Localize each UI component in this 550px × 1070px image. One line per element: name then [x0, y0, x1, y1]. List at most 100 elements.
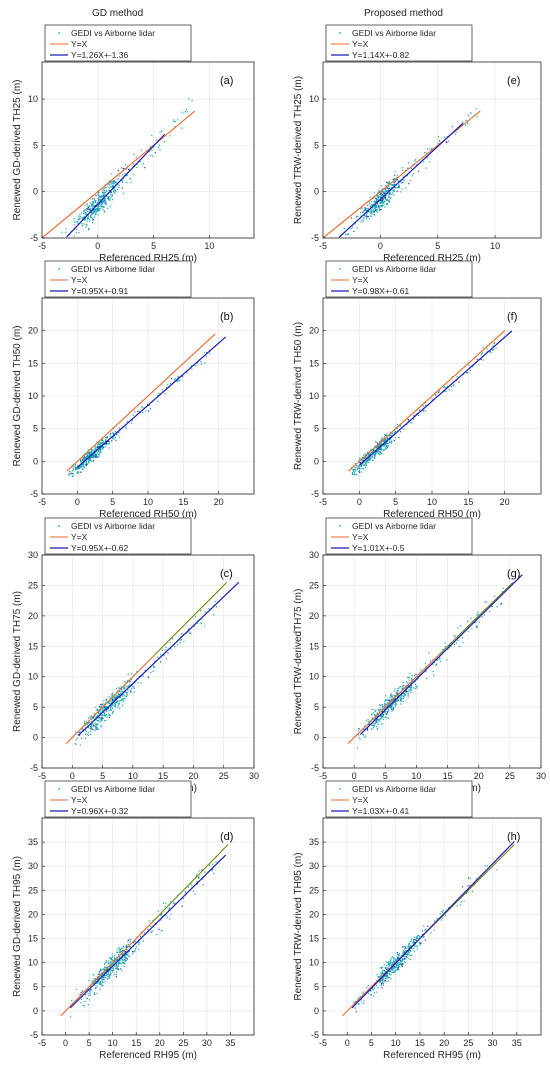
data-point — [118, 184, 120, 186]
data-point — [403, 694, 405, 696]
data-point — [426, 157, 428, 159]
data-point — [94, 726, 97, 728]
data-point — [97, 712, 100, 714]
data-point — [481, 353, 483, 355]
data-point — [381, 713, 384, 715]
data-point — [88, 999, 91, 1001]
data-point — [86, 723, 88, 725]
data-point — [380, 967, 382, 969]
data-point — [92, 451, 94, 453]
data-point — [87, 216, 89, 219]
x-tick-label: 10 — [204, 241, 214, 251]
data-point — [377, 987, 379, 989]
data-point — [110, 957, 112, 959]
data-point — [164, 905, 166, 908]
data-point — [108, 960, 110, 962]
data-point — [424, 410, 426, 412]
data-point — [384, 206, 386, 208]
data-point — [401, 686, 403, 688]
data-point — [96, 726, 98, 728]
data-point — [114, 706, 117, 708]
data-point — [93, 202, 95, 204]
data-point — [103, 188, 105, 190]
data-point — [411, 679, 413, 681]
data-point — [68, 474, 70, 476]
data-point — [370, 451, 372, 453]
data-point — [392, 970, 394, 972]
data-point — [384, 702, 386, 704]
data-point — [447, 907, 450, 909]
data-point — [99, 210, 101, 212]
data-point — [437, 136, 440, 138]
data-point — [76, 220, 79, 223]
x-tick-label: 15 — [178, 497, 188, 507]
column-title-gd: GD method — [92, 8, 144, 19]
data-point — [374, 718, 376, 720]
y-tick-label: 10 — [28, 672, 38, 682]
data-point — [493, 342, 495, 345]
data-point — [147, 928, 149, 930]
data-point — [455, 642, 458, 644]
data-point — [388, 441, 391, 443]
data-point — [370, 201, 372, 203]
data-point — [88, 460, 90, 463]
data-point — [110, 962, 112, 965]
data-point — [116, 181, 118, 183]
data-point — [475, 878, 477, 880]
data-point — [101, 985, 103, 987]
data-point — [80, 1002, 82, 1004]
x-tick-label: 5 — [435, 241, 440, 251]
data-point — [123, 956, 125, 958]
data-point — [99, 969, 102, 971]
data-point — [385, 703, 387, 705]
data-point — [92, 202, 94, 204]
data-point — [411, 422, 413, 424]
data-point — [124, 688, 126, 690]
data-point — [84, 209, 86, 211]
data-point — [145, 410, 147, 412]
y-tick-label: -5 — [311, 763, 319, 773]
data-point — [109, 198, 111, 200]
data-point — [85, 223, 87, 225]
data-point — [403, 179, 405, 181]
data-point — [367, 719, 369, 721]
data-point — [431, 147, 433, 149]
data-point — [115, 439, 117, 441]
data-point — [95, 209, 97, 211]
data-point — [102, 448, 104, 450]
data-point — [433, 929, 435, 931]
y-tick-label: 30 — [309, 861, 319, 871]
data-point — [120, 690, 122, 693]
data-point — [388, 961, 390, 963]
data-point — [102, 208, 104, 211]
data-point — [362, 207, 364, 209]
data-point — [409, 690, 411, 692]
data-point — [383, 203, 385, 205]
data-point — [403, 428, 405, 430]
data-point — [97, 715, 99, 717]
data-point — [396, 956, 399, 958]
data-point — [108, 442, 111, 444]
data-point — [94, 729, 96, 731]
data-point — [215, 861, 217, 863]
data-point — [377, 445, 379, 447]
data-point — [386, 204, 388, 206]
data-point — [114, 430, 117, 433]
data-point — [113, 182, 116, 184]
data-point — [411, 954, 413, 956]
data-point — [103, 440, 105, 442]
data-point — [382, 205, 384, 207]
data-point — [391, 698, 393, 700]
data-point — [78, 218, 80, 221]
data-point — [134, 948, 136, 950]
data-point — [128, 680, 131, 682]
data-point — [389, 703, 391, 705]
data-point — [371, 213, 373, 215]
data-point — [88, 206, 90, 208]
data-point — [420, 942, 422, 944]
data-point — [135, 946, 138, 948]
data-point — [388, 963, 391, 966]
data-point — [109, 205, 111, 207]
data-point — [355, 1011, 357, 1013]
x-tick-label: 0 — [70, 771, 75, 781]
